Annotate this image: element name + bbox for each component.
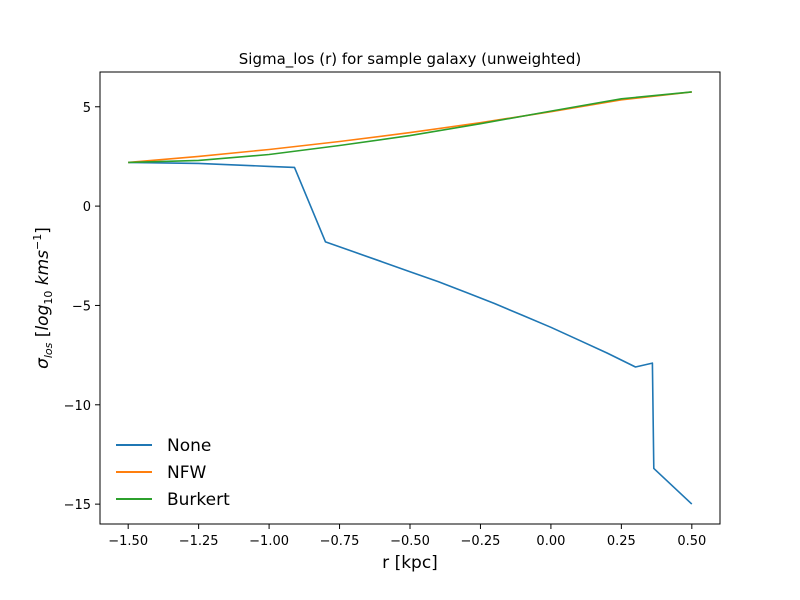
x-tick-label: −1.50 [108, 534, 148, 549]
x-tick-label: −0.75 [320, 534, 360, 549]
chart-title: Sigma_los (r) for sample galaxy (unweigh… [239, 50, 581, 69]
y-tick-label: 5 [83, 101, 91, 116]
x-tick-label: 0.25 [607, 534, 636, 549]
y-tick-label: −10 [64, 399, 91, 414]
x-axis-label: r [kpc] [382, 553, 438, 573]
legend-label-nfw: NFW [167, 463, 206, 483]
y-axis-ticks: 5 0 −5 −10 −15 [64, 101, 100, 513]
y-label-log: log [33, 304, 53, 330]
y-label-unit: kms [33, 250, 53, 291]
x-tick-label: −0.50 [390, 534, 430, 549]
y-label-sup: −1 [31, 234, 44, 250]
plot-lines [128, 91, 693, 505]
y-label-main: σ [33, 357, 53, 369]
x-tick-label: 0.50 [677, 534, 706, 549]
x-tick-label: 0.00 [536, 534, 565, 549]
legend: None NFW Burkert [116, 436, 230, 510]
y-tick-label: −15 [64, 498, 91, 513]
series-line-nfw [128, 91, 692, 164]
y-axis-label: σlos [log10 kms−1] [31, 227, 55, 369]
y-tick-label: −5 [72, 299, 91, 314]
x-tick-label: −1.00 [249, 534, 289, 549]
y-tick-label: 0 [83, 200, 91, 215]
y-label-open: [ [33, 331, 53, 343]
series-line-none [128, 161, 693, 505]
y-label-log-sub: 10 [42, 291, 55, 305]
x-tick-label: −1.25 [179, 534, 219, 549]
y-label-sub: los [42, 342, 55, 358]
legend-label-burkert: Burkert [167, 490, 230, 510]
x-axis-ticks: −1.50 −1.25 −1.00 −0.75 −0.50 −0.25 0.00 0.25 0.… [108, 524, 706, 549]
x-tick-label: −0.25 [461, 534, 501, 549]
legend-label-none: None [167, 436, 211, 456]
series-line-burkert [128, 91, 692, 164]
y-label-close: ] [33, 227, 53, 234]
